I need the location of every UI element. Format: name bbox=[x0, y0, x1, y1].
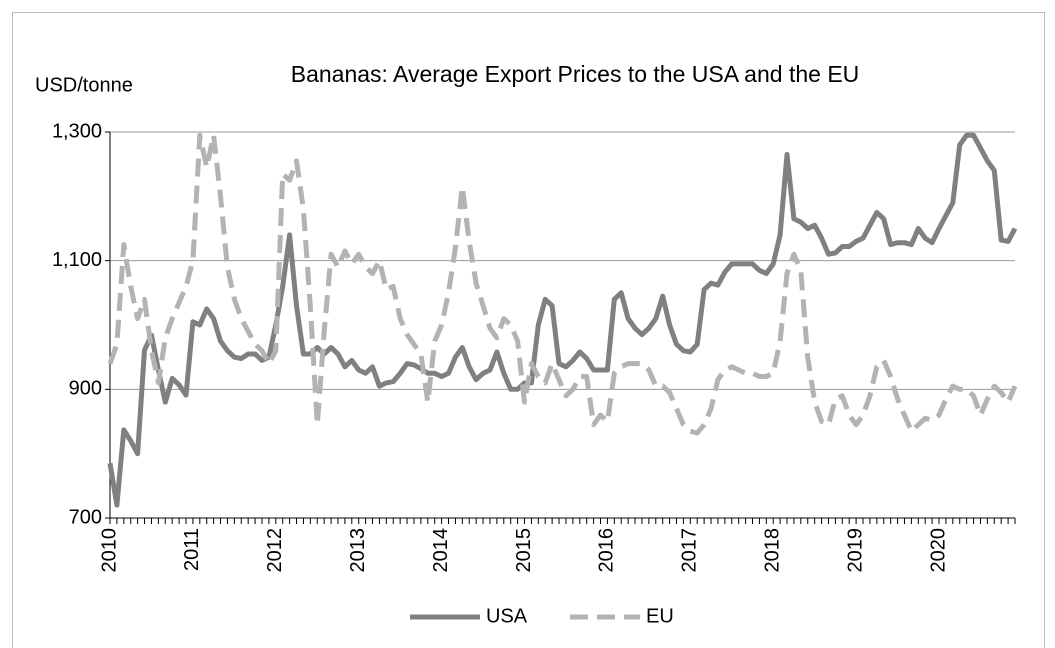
x-tick-label: 2016 bbox=[596, 528, 618, 573]
y-tick-label: 1,100 bbox=[52, 249, 102, 271]
y-axis-label: USD/tonne bbox=[35, 74, 133, 96]
series-line bbox=[107, 132, 1018, 436]
x-tick-label: 2019 bbox=[844, 528, 866, 573]
x-tick-label: 2018 bbox=[761, 528, 783, 573]
x-tick-label: 2010 bbox=[98, 528, 120, 573]
x-tick-label: 2020 bbox=[927, 528, 949, 573]
legend-label: USA bbox=[486, 605, 528, 627]
chart-frame bbox=[12, 12, 1045, 648]
y-tick-label: 900 bbox=[69, 378, 102, 400]
x-tick-label: 2011 bbox=[181, 528, 203, 571]
x-tick-label: 2012 bbox=[264, 528, 286, 573]
x-tick-label: 2013 bbox=[347, 528, 369, 573]
chart-title: Bananas: Average Export Prices to the US… bbox=[291, 61, 860, 87]
series-line bbox=[107, 132, 1018, 508]
x-tick-label: 2017 bbox=[679, 528, 701, 573]
y-tick-label: 1,300 bbox=[52, 120, 102, 142]
x-tick-label: 2015 bbox=[513, 528, 535, 573]
x-tick-label: 2014 bbox=[430, 528, 452, 573]
y-tick-label: 700 bbox=[69, 506, 102, 528]
legend-label: EU bbox=[646, 605, 674, 627]
